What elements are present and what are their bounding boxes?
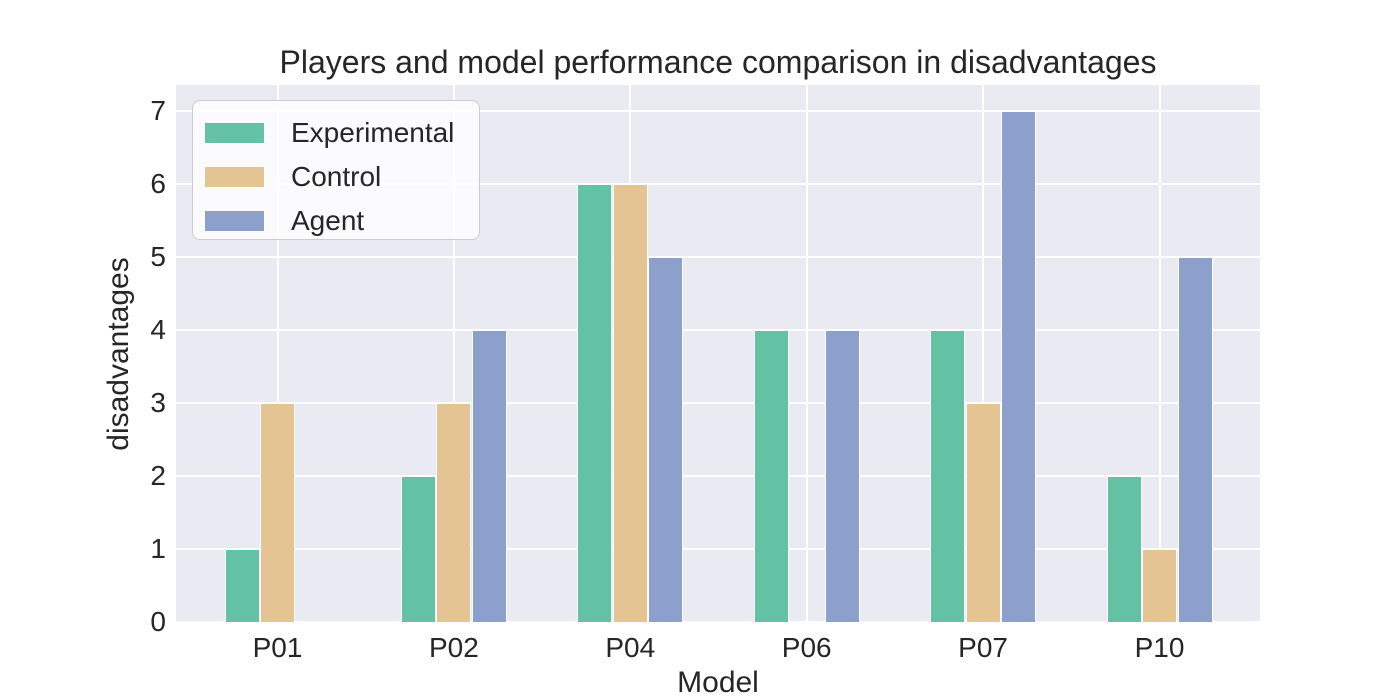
gridline-y-5 <box>176 256 1260 258</box>
bar-P10-experimental <box>1106 476 1142 622</box>
legend: Experimental Control Agent <box>192 100 480 240</box>
y-tick-4: 4 <box>150 314 166 345</box>
bar-P07-control <box>965 403 1001 622</box>
y-tick-2: 2 <box>150 460 166 491</box>
legend-swatch-experimental-icon <box>204 122 265 144</box>
gridline-x-P02 <box>452 85 455 622</box>
bar-P04-agent <box>648 257 684 622</box>
gridline-y-6 <box>176 183 1260 185</box>
gridline-y-7 <box>176 110 1260 112</box>
legend-item-control: Control <box>204 155 479 199</box>
gridline-x-P10 <box>1158 85 1161 622</box>
y-tick-7: 7 <box>150 95 166 126</box>
legend-item-experimental: Experimental <box>204 111 479 155</box>
y-tick-5: 5 <box>150 241 166 272</box>
x-tick-P10: P10 <box>1134 632 1185 663</box>
gridline-y-0 <box>176 621 1260 623</box>
gridline-x-P01 <box>276 85 279 622</box>
bar-P10-agent <box>1177 257 1213 622</box>
x-tick-P06: P06 <box>781 632 832 663</box>
bar-P04-control <box>612 184 648 622</box>
bar-P01-experimental <box>224 549 260 622</box>
legend-swatch-control-icon <box>204 166 265 188</box>
legend-item-agent: Agent <box>204 199 479 243</box>
gridline-x-P07 <box>982 85 985 622</box>
x-axis-label: Model <box>677 666 759 699</box>
x-tick-P07: P07 <box>958 632 1008 663</box>
gridline-y-2 <box>176 475 1260 477</box>
bar-P06-agent <box>824 330 860 622</box>
gridline-y-4 <box>176 329 1260 331</box>
x-tick-P01: P01 <box>252 632 303 663</box>
bar-P02-agent <box>471 330 507 622</box>
bar-P06-experimental <box>753 330 789 622</box>
y-tick-0: 0 <box>150 606 166 637</box>
plot-area: Experimental Control Agent <box>176 85 1260 623</box>
bar-P10-control <box>1142 549 1177 622</box>
gridline-y-3 <box>176 402 1260 404</box>
bar-P07-agent <box>1001 111 1037 622</box>
bar-P04-experimental <box>577 184 613 622</box>
bar-P01-control <box>260 403 295 622</box>
legend-label-control: Control <box>291 161 382 192</box>
legend-label-agent: Agent <box>291 205 365 236</box>
chart-title: Players and model performance comparison… <box>279 44 1157 80</box>
gridline-x-P06 <box>805 85 808 622</box>
bar-P07-experimental <box>930 330 966 622</box>
legend-label-experimental: Experimental <box>291 117 455 148</box>
bar-P02-experimental <box>400 476 436 622</box>
legend-swatch-agent-icon <box>204 210 265 232</box>
y-tick-6: 6 <box>150 168 166 199</box>
x-tick-P02: P02 <box>428 632 479 663</box>
y-tick-1: 1 <box>150 533 166 564</box>
x-tick-P04: P04 <box>605 632 656 663</box>
gridline-y-1 <box>176 548 1260 550</box>
y-tick-3: 3 <box>150 387 166 418</box>
y-axis-label: disadvantages <box>102 257 135 451</box>
bar-P02-control <box>436 403 472 622</box>
